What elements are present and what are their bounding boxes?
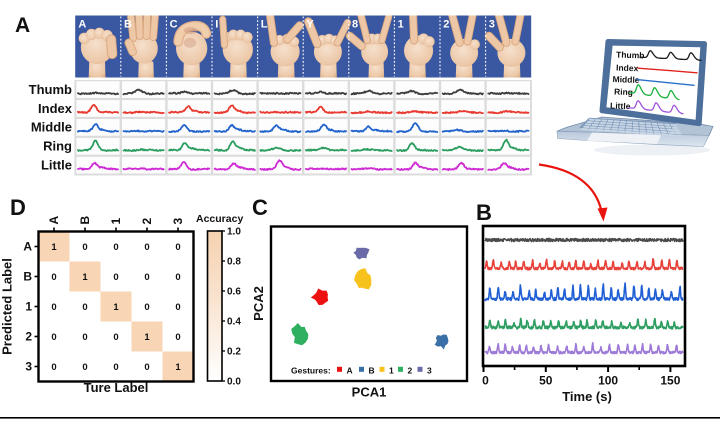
svg-text:0: 0 bbox=[51, 332, 56, 343]
svg-text:1: 1 bbox=[51, 242, 57, 253]
svg-text:A: A bbox=[347, 366, 353, 376]
svg-text:I: I bbox=[215, 18, 218, 30]
svg-text:1: 1 bbox=[389, 366, 394, 376]
svg-text:150: 150 bbox=[660, 374, 680, 388]
svg-text:D: D bbox=[10, 195, 26, 220]
svg-text:B: B bbox=[369, 366, 375, 376]
svg-text:0: 0 bbox=[144, 272, 149, 283]
svg-text:0: 0 bbox=[113, 272, 118, 283]
svg-text:50: 50 bbox=[539, 374, 553, 388]
svg-text:0.6: 0.6 bbox=[227, 287, 241, 298]
svg-text:0: 0 bbox=[82, 332, 87, 343]
svg-text:Middle: Middle bbox=[612, 74, 640, 85]
svg-text:3: 3 bbox=[25, 360, 32, 374]
svg-text:0.8: 0.8 bbox=[227, 257, 241, 268]
svg-text:1: 1 bbox=[25, 300, 32, 314]
svg-text:0: 0 bbox=[175, 302, 180, 313]
svg-text:0: 0 bbox=[113, 242, 118, 253]
svg-text:PCA2: PCA2 bbox=[251, 286, 266, 321]
svg-text:Ring: Ring bbox=[614, 87, 633, 98]
svg-text:A: A bbox=[78, 18, 86, 30]
svg-text:Thumb: Thumb bbox=[29, 82, 72, 97]
svg-text:B: B bbox=[23, 270, 32, 284]
svg-text:A: A bbox=[23, 240, 32, 254]
svg-text:0: 0 bbox=[175, 332, 180, 343]
svg-text:3: 3 bbox=[171, 218, 185, 225]
svg-text:1: 1 bbox=[175, 362, 181, 373]
svg-text:0: 0 bbox=[51, 302, 56, 313]
svg-text:2: 2 bbox=[408, 366, 413, 376]
svg-text:L: L bbox=[261, 18, 268, 30]
svg-text:1: 1 bbox=[113, 302, 119, 313]
svg-text:A: A bbox=[15, 14, 30, 37]
svg-text:0: 0 bbox=[113, 362, 118, 373]
svg-text:0: 0 bbox=[144, 362, 149, 373]
svg-text:0: 0 bbox=[175, 242, 180, 253]
svg-text:Middle: Middle bbox=[31, 120, 72, 135]
svg-text:Ture Label: Ture Label bbox=[84, 380, 149, 395]
svg-text:0.0: 0.0 bbox=[227, 377, 241, 388]
svg-text:B: B bbox=[124, 18, 132, 30]
svg-text:B: B bbox=[476, 200, 492, 225]
svg-text:0: 0 bbox=[82, 302, 87, 313]
svg-text:1: 1 bbox=[82, 272, 88, 283]
svg-text:3: 3 bbox=[427, 366, 432, 376]
svg-text:0: 0 bbox=[144, 302, 149, 313]
svg-text:0.4: 0.4 bbox=[227, 317, 241, 328]
svg-text:2: 2 bbox=[25, 330, 32, 344]
svg-text:C: C bbox=[252, 195, 268, 220]
svg-text:2: 2 bbox=[140, 218, 154, 225]
svg-text:Accuracy: Accuracy bbox=[196, 213, 243, 225]
svg-text:1: 1 bbox=[109, 218, 123, 225]
svg-text:Ring: Ring bbox=[43, 139, 72, 154]
svg-text:2: 2 bbox=[443, 18, 449, 30]
svg-text:C: C bbox=[170, 18, 178, 30]
svg-text:B: B bbox=[78, 216, 92, 225]
svg-text:0: 0 bbox=[482, 374, 489, 388]
svg-text:Thumb: Thumb bbox=[616, 50, 645, 61]
svg-text:Little: Little bbox=[610, 101, 631, 112]
svg-text:8: 8 bbox=[352, 18, 358, 30]
svg-text:1: 1 bbox=[398, 18, 404, 30]
svg-text:Gestures:: Gestures: bbox=[291, 366, 331, 376]
svg-text:0: 0 bbox=[82, 362, 87, 373]
svg-text:A: A bbox=[47, 216, 61, 225]
svg-text:Time (s): Time (s) bbox=[562, 389, 612, 404]
svg-text:0.2: 0.2 bbox=[227, 347, 241, 358]
svg-text:Y: Y bbox=[306, 18, 314, 30]
svg-text:0: 0 bbox=[82, 242, 87, 253]
svg-text:Index: Index bbox=[38, 101, 73, 116]
svg-text:0: 0 bbox=[51, 362, 56, 373]
svg-text:Index: Index bbox=[616, 63, 639, 74]
svg-text:0: 0 bbox=[113, 332, 118, 343]
svg-text:0: 0 bbox=[51, 272, 56, 283]
svg-text:Predicted Label: Predicted Label bbox=[0, 258, 15, 355]
svg-text:Little: Little bbox=[41, 157, 72, 172]
svg-text:100: 100 bbox=[598, 374, 618, 388]
svg-text:1: 1 bbox=[144, 332, 150, 343]
svg-text:0: 0 bbox=[144, 242, 149, 253]
svg-text:PCA1: PCA1 bbox=[352, 385, 387, 400]
svg-text:0: 0 bbox=[175, 272, 180, 283]
svg-text:3: 3 bbox=[489, 18, 495, 30]
svg-text:1.0: 1.0 bbox=[227, 227, 241, 238]
